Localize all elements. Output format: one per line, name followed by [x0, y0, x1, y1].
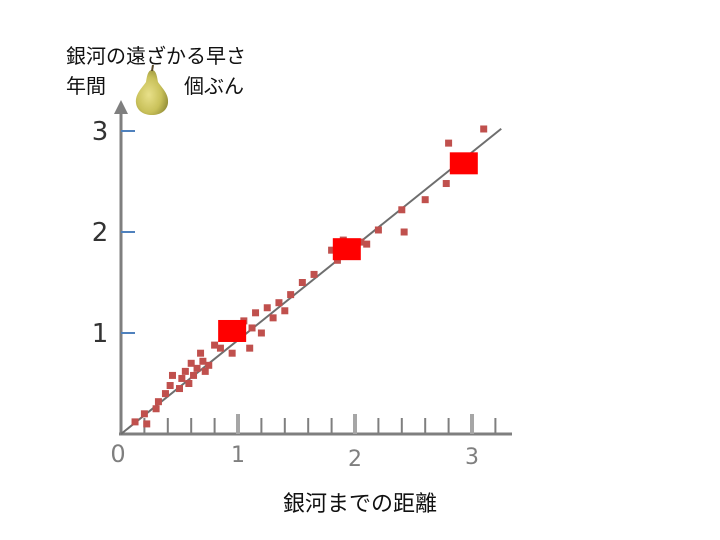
data-point — [197, 349, 205, 357]
data-point — [181, 367, 189, 375]
data-point — [168, 371, 176, 379]
y-axis-label-line2-right: 個ぶん — [184, 74, 244, 98]
data-point — [216, 344, 224, 352]
data-point — [131, 418, 139, 426]
pear-icon — [135, 64, 169, 115]
data-point — [363, 240, 371, 248]
data-point — [143, 420, 151, 428]
data-point — [281, 307, 289, 315]
data-point — [140, 410, 148, 418]
data-point — [374, 226, 382, 234]
data-point — [398, 206, 406, 214]
y-axis-arrow — [114, 100, 128, 114]
data-point — [187, 359, 195, 367]
y-tick-label: 3 — [92, 117, 109, 147]
data-point — [228, 349, 236, 357]
highlight-point — [332, 238, 361, 261]
y-tick-label: 1 — [92, 319, 109, 349]
x-tick-label: 2 — [348, 447, 362, 472]
data-point — [193, 364, 201, 372]
y-tick-labels: 1 2 3 — [92, 117, 109, 349]
highlight-point — [449, 152, 478, 175]
data-point — [154, 398, 162, 406]
data-point — [248, 324, 256, 332]
data-point — [263, 304, 271, 312]
data-point — [445, 139, 453, 147]
x-major-ticks — [236, 414, 474, 434]
x-minor-ticks — [143, 418, 497, 434]
data-point — [161, 390, 169, 398]
trend-line — [120, 127, 502, 435]
data-point — [176, 385, 183, 393]
data-point — [205, 361, 213, 369]
data-point — [442, 180, 450, 188]
data-point — [190, 371, 198, 379]
y-tick-label: 2 — [92, 218, 109, 248]
data-point — [201, 367, 209, 375]
x-axis-label: 銀河までの距離 — [282, 492, 437, 517]
y-ticks — [121, 130, 135, 334]
y-axis-label-line1: 銀河の遠ざかる早さ — [66, 44, 246, 68]
data-point — [421, 196, 429, 204]
data-point — [269, 314, 277, 322]
x-tick-label: 1 — [231, 443, 245, 468]
small-points — [131, 125, 488, 428]
data-point — [185, 380, 193, 387]
large-points — [218, 152, 478, 342]
data-point — [328, 246, 336, 254]
highlight-point — [218, 319, 247, 342]
data-point — [298, 279, 306, 286]
data-point — [357, 238, 365, 246]
data-point — [252, 309, 260, 317]
data-point — [199, 357, 207, 365]
data-point — [178, 374, 186, 382]
x-tick-label: 3 — [465, 445, 479, 470]
data-point — [310, 270, 318, 278]
data-point — [257, 329, 265, 337]
data-point — [275, 299, 283, 307]
data-point — [333, 256, 341, 264]
x-tick-labels: 0 1 2 3 — [110, 440, 479, 472]
data-point — [480, 125, 488, 133]
y-axis-label-line2-left: 年間 — [66, 74, 106, 98]
x-tick-label: 0 — [110, 440, 125, 468]
data-point — [166, 382, 174, 390]
data-point — [246, 344, 254, 352]
data-point — [152, 405, 160, 413]
data-point — [287, 291, 295, 299]
data-point — [211, 341, 219, 349]
data-point — [400, 228, 408, 236]
